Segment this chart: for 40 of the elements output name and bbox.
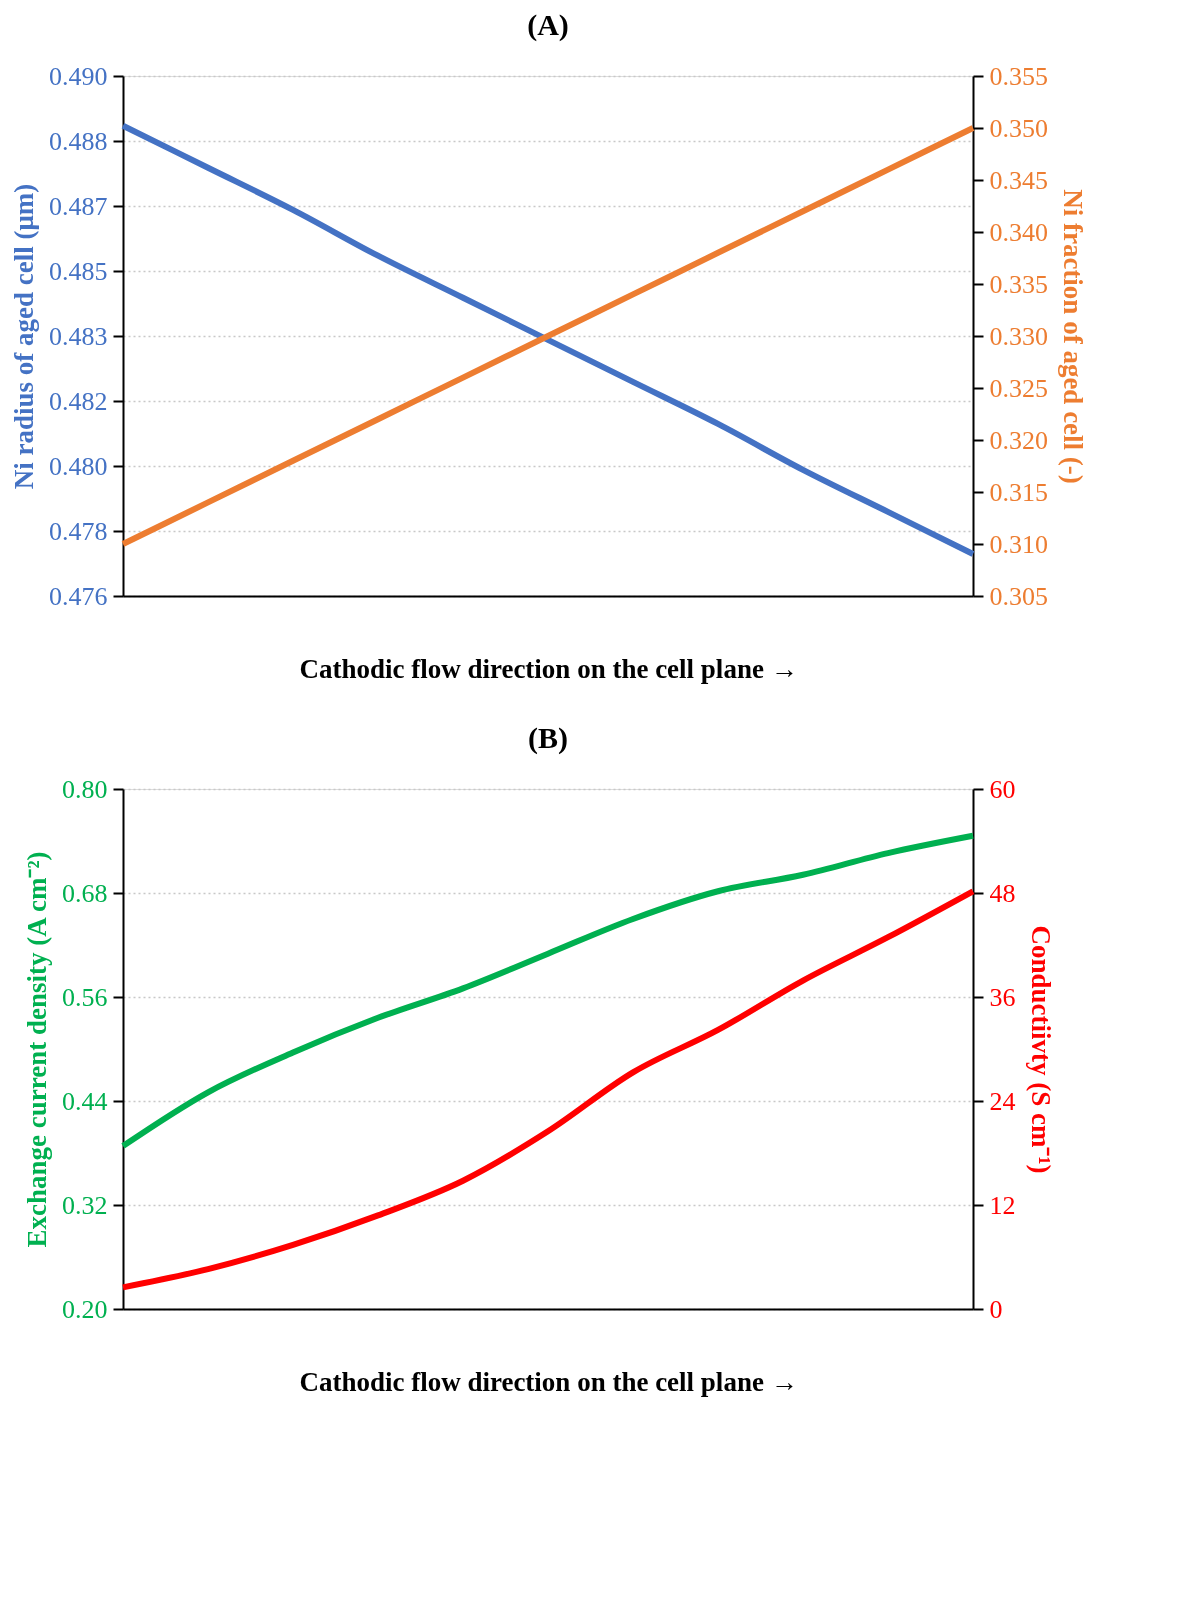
y-tick-label: 0.68 [62, 878, 108, 908]
y-tick-label: 0.80 [62, 774, 108, 804]
y2-tick-label: 0.355 [989, 61, 1048, 91]
y2-tick-label: 0.325 [989, 373, 1048, 403]
y2-axis-title: Ni fraction of aged cell (-) [1058, 189, 1088, 484]
y2-tick-label: 24 [989, 1086, 1016, 1116]
y2-tick-label: 60 [989, 774, 1016, 804]
y2-tick-label: 0.310 [989, 529, 1048, 559]
y-axis-title: Exchange current density (A cm⁻²) [22, 851, 52, 1248]
chart-title: (B) [528, 721, 568, 755]
x-axis-title: Cathodic flow direction on the cell plane → [299, 1366, 798, 1397]
y-tick-label: 0.476 [49, 581, 108, 611]
y-tick-label: 0.56 [62, 982, 108, 1012]
y-tick-label: 0.487 [49, 191, 108, 221]
y2-tick-label: 0.315 [989, 477, 1048, 507]
x-axis-title: Cathodic flow direction on the cell plane → [299, 653, 798, 684]
y-tick-label: 0.32 [62, 1190, 108, 1220]
y2-tick-label: 0.345 [989, 165, 1048, 195]
y2-tick-label: 0.305 [989, 581, 1048, 611]
y-tick-label: 0.44 [62, 1086, 108, 1116]
y2-tick-label: 0.335 [989, 269, 1048, 299]
y2-tick-label: 0.340 [989, 217, 1048, 247]
y2-tick-label: 0.330 [989, 321, 1048, 351]
y-tick-label: 0.478 [49, 516, 108, 546]
y2-tick-label: 0.350 [989, 113, 1048, 143]
y-axis-title: Ni radius of aged cell (μm) [9, 183, 39, 490]
y2-axis-title: Conductiivty (S cm⁻¹) [1025, 925, 1056, 1174]
y2-tick-label: 12 [989, 1190, 1016, 1220]
y-tick-label: 0.20 [62, 1294, 108, 1324]
y-tick-label: 0.483 [49, 321, 108, 351]
y2-tick-label: 0.320 [989, 425, 1048, 455]
y-tick-label: 0.490 [49, 61, 108, 91]
y-tick-label: 0.482 [49, 386, 108, 416]
y2-tick-label: 36 [989, 982, 1016, 1012]
y-tick-label: 0.480 [49, 451, 108, 481]
y2-tick-label: 48 [989, 878, 1016, 908]
y2-tick-label: 0 [989, 1294, 1003, 1324]
y-tick-label: 0.485 [49, 256, 108, 286]
y-tick-label: 0.488 [49, 126, 108, 156]
chart-title: (A) [527, 8, 569, 42]
